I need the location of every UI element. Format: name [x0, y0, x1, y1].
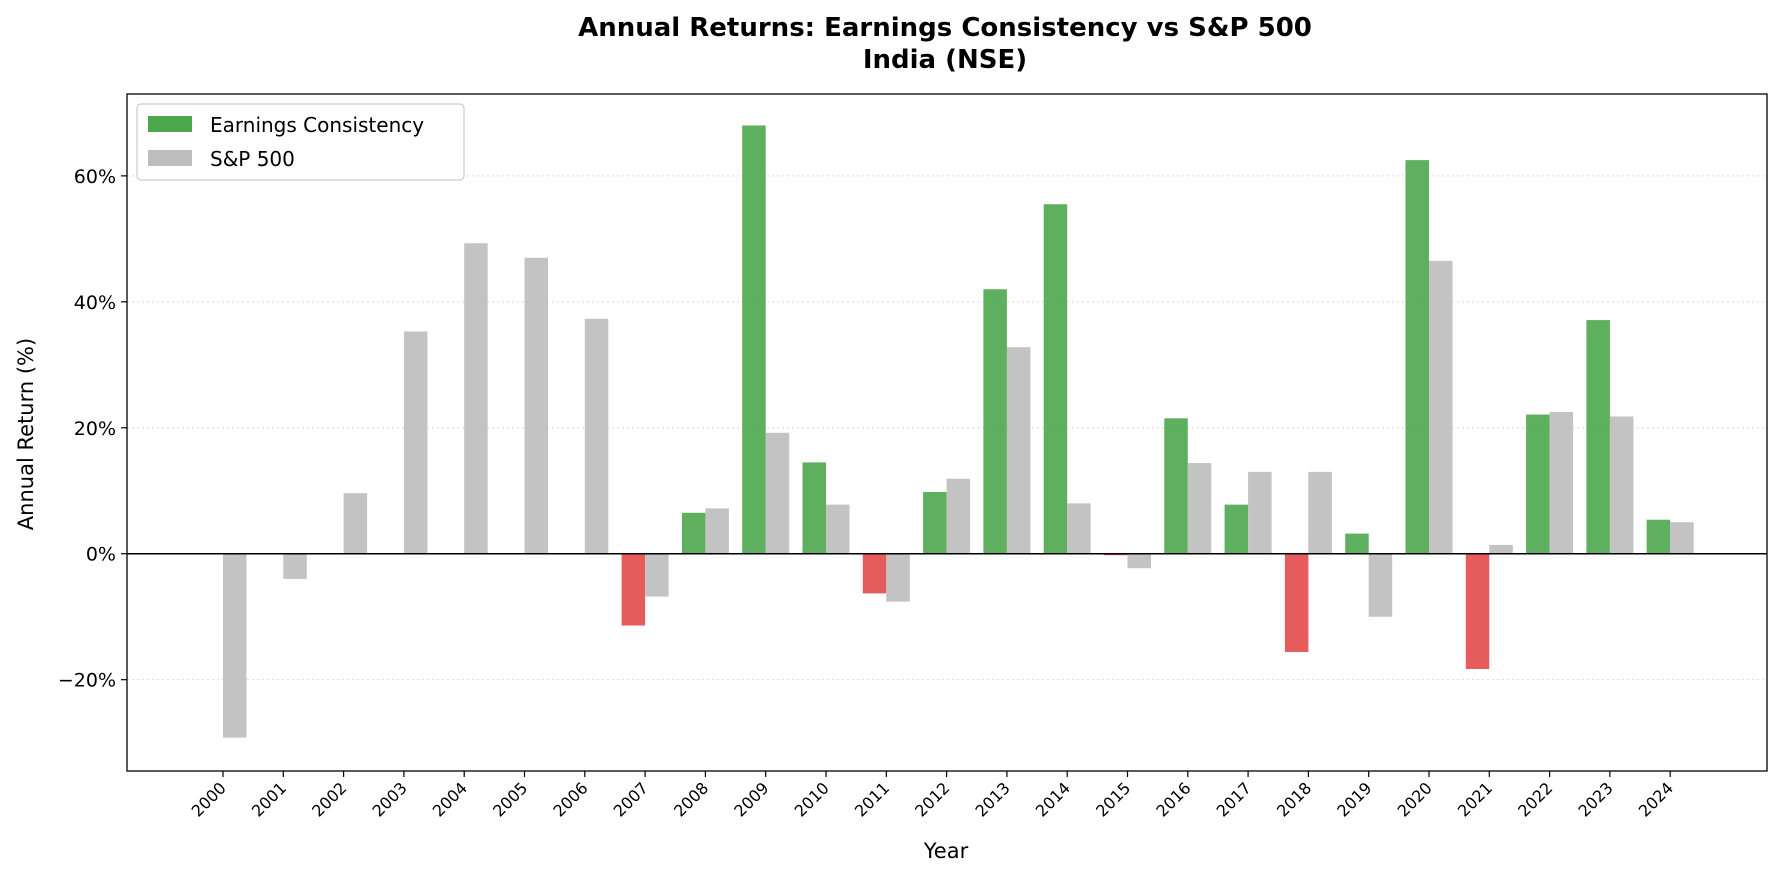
- bar-sp500-2003: [403, 331, 428, 554]
- x-axis-label: Year: [923, 839, 969, 863]
- bar-sp500-2015: [1127, 553, 1151, 569]
- bar-sp500-2016: [1187, 463, 1212, 554]
- bar-sp500-2001: [283, 553, 307, 579]
- bar-sp500-2011: [886, 553, 910, 602]
- y-tick-label: 0%: [86, 544, 116, 566]
- bar-earnings-consistency-2010: [802, 462, 826, 554]
- bar-sp500-2020: [1429, 260, 1453, 554]
- bar-earnings-consistency-2014: [1043, 204, 1068, 554]
- bar-earnings-consistency-2008: [681, 512, 706, 554]
- bar-sp500-2019: [1368, 553, 1393, 617]
- bar-sp500-2024: [1670, 522, 1694, 554]
- bar-earnings-consistency-2007: [621, 553, 646, 626]
- bar-sp500-2009: [765, 432, 790, 554]
- bar-sp500-2002: [343, 493, 368, 554]
- y-tick-label: 40%: [74, 292, 116, 314]
- x-tick-label: 2003: [369, 778, 411, 820]
- chart-subtitle: India (NSE): [863, 45, 1027, 75]
- legend-frame: [136, 103, 465, 181]
- x-tick-label: 2001: [248, 778, 290, 820]
- legend-swatch-sp500: [148, 150, 192, 166]
- axes-layer: −20% 0% 20% 40% 60% 2000 2001 2002 2003 2004 2005 2…: [58, 93, 1768, 821]
- bar-earnings-consistency-2017: [1224, 504, 1249, 554]
- x-tick-label: 2009: [730, 778, 772, 820]
- bar-earnings-consistency-2011: [862, 553, 887, 594]
- bar-sp500-2006: [584, 318, 609, 554]
- bar-earnings-consistency-2016: [1164, 418, 1188, 554]
- bar-sp500-2004: [464, 243, 488, 554]
- bar-sp500-2012: [946, 478, 971, 554]
- x-tick-label: 2017: [1213, 778, 1255, 820]
- x-tick-label: 2006: [549, 778, 591, 820]
- bar-earnings-consistency-2018: [1284, 553, 1309, 652]
- bar-earnings-consistency-2020: [1405, 160, 1429, 554]
- bar-sp500-2005: [524, 257, 548, 554]
- legend: Earnings Consistency S&P 500: [136, 103, 465, 181]
- x-tick-label: 2021: [1454, 778, 1496, 820]
- bar-sp500-2014: [1067, 503, 1091, 554]
- x-tick-label: 2011: [851, 778, 893, 820]
- bar-earnings-consistency-2023: [1586, 320, 1610, 554]
- y-tick-label: 60%: [74, 166, 116, 188]
- bar-earnings-consistency-2022: [1526, 414, 1550, 554]
- bar-earnings-consistency-2009: [742, 125, 766, 554]
- x-tick-label: 2008: [670, 778, 712, 820]
- bar-sp500-2000: [223, 553, 247, 738]
- plot-frame: [126, 93, 1768, 772]
- bar-sp500-2017: [1248, 471, 1272, 554]
- bar-sp500-2022: [1549, 412, 1574, 554]
- y-tick-label: −20%: [58, 670, 116, 692]
- x-tick-label: 2005: [489, 778, 531, 820]
- x-tick-label: 2007: [610, 778, 652, 820]
- x-tick-label: 2014: [1032, 778, 1074, 820]
- bar-sp500-2008: [705, 508, 729, 554]
- chart-title: Annual Returns: Earnings Consistency vs …: [578, 13, 1312, 43]
- legend-swatch-earnings-consistency: [148, 116, 192, 132]
- bar-sp500-2013: [1006, 347, 1031, 554]
- y-tick-label: 20%: [74, 418, 116, 440]
- legend-label-earnings-consistency: Earnings Consistency: [210, 113, 424, 137]
- x-tick-label: 2010: [791, 778, 833, 820]
- x-tick-label: 2012: [911, 778, 953, 820]
- bar-earnings-consistency-2024: [1646, 519, 1671, 554]
- x-tick-label: 2023: [1575, 778, 1617, 820]
- x-tick-label: 2020: [1394, 778, 1436, 820]
- x-tick-label: 2022: [1514, 778, 1556, 820]
- bar-earnings-consistency-2019: [1345, 533, 1369, 554]
- x-tick-label: 2000: [188, 778, 230, 820]
- bar-earnings-consistency-2012: [923, 492, 947, 554]
- x-tick-label: 2016: [1152, 778, 1194, 820]
- x-tick-label: 2018: [1273, 778, 1315, 820]
- bar-sp500-2007: [645, 553, 669, 597]
- bar-earnings-consistency-2021: [1465, 553, 1490, 669]
- grid-layer: [127, 175, 1767, 681]
- bar-earnings-consistency-2013: [983, 289, 1007, 554]
- bars-layer: [223, 125, 1694, 738]
- x-tick-label: 2024: [1635, 778, 1677, 820]
- y-axis-label: Annual Return (%): [14, 338, 38, 530]
- bar-sp500-2021: [1489, 544, 1513, 554]
- x-tick-label: 2013: [972, 778, 1014, 820]
- x-tick-label: 2019: [1333, 778, 1375, 820]
- bar-sp500-2018: [1308, 471, 1332, 554]
- bar-sp500-2023: [1609, 416, 1634, 554]
- x-tick-label: 2002: [308, 778, 350, 820]
- bar-sp500-2010: [826, 504, 850, 554]
- legend-label-sp500: S&P 500: [210, 147, 295, 171]
- x-tick-label: 2004: [429, 778, 471, 820]
- x-tick-label: 2015: [1092, 778, 1134, 820]
